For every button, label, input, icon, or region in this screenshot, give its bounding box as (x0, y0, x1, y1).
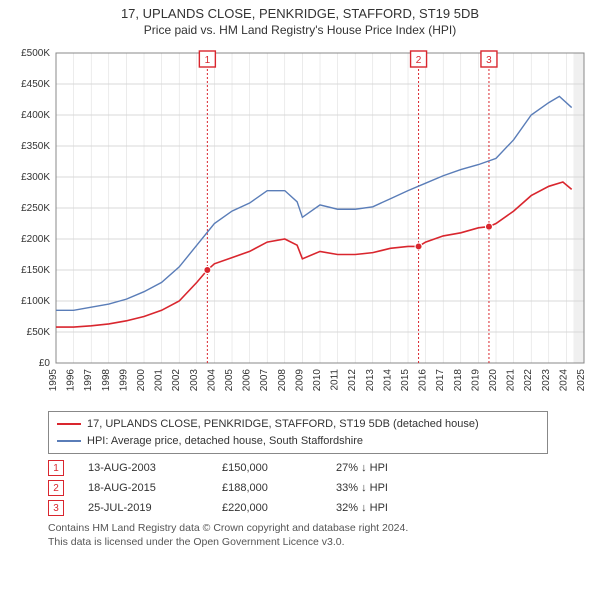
svg-text:1997: 1997 (83, 369, 94, 392)
annotation-date: 13-AUG-2003 (88, 462, 198, 474)
footnote: Contains HM Land Registry data © Crown c… (48, 522, 592, 549)
legend-label: 17, UPLANDS CLOSE, PENKRIDGE, STAFFORD, … (87, 416, 479, 433)
svg-text:2004: 2004 (206, 369, 217, 392)
svg-text:2006: 2006 (242, 369, 253, 392)
annotation-badge: 3 (48, 500, 64, 516)
svg-text:2024: 2024 (558, 369, 569, 392)
price-chart: £0 £50K £100K £150K £200K £250K £300K £350K £400… (8, 43, 592, 403)
svg-text:2008: 2008 (277, 369, 288, 392)
svg-text:£300K: £300K (21, 172, 50, 183)
annotation-price: £220,000 (222, 502, 312, 514)
svg-text:2003: 2003 (189, 369, 200, 392)
svg-text:£500K: £500K (21, 48, 50, 59)
svg-text:2017: 2017 (435, 369, 446, 392)
annotation-delta: 32% ↓ HPI (336, 502, 388, 514)
svg-text:£200K: £200K (21, 234, 50, 245)
annotation-row: 1 13-AUG-2003 £150,000 27% ↓ HPI (48, 460, 592, 476)
annotation-delta: 27% ↓ HPI (336, 462, 388, 474)
svg-text:2000: 2000 (136, 369, 147, 392)
svg-text:2002: 2002 (171, 369, 182, 392)
svg-text:2014: 2014 (382, 369, 393, 392)
svg-text:2018: 2018 (453, 369, 464, 392)
footnote-line: This data is licensed under the Open Gov… (48, 536, 592, 550)
legend-row: 17, UPLANDS CLOSE, PENKRIDGE, STAFFORD, … (57, 416, 539, 433)
svg-text:£100K: £100K (21, 296, 50, 307)
svg-text:2020: 2020 (488, 369, 499, 392)
svg-text:1995: 1995 (48, 369, 59, 392)
svg-text:1998: 1998 (101, 369, 112, 392)
svg-text:2005: 2005 (224, 369, 235, 392)
svg-text:2011: 2011 (330, 369, 341, 391)
annotation-price: £188,000 (222, 482, 312, 494)
svg-text:2025: 2025 (576, 369, 587, 392)
svg-text:£0: £0 (39, 358, 51, 369)
svg-text:1996: 1996 (66, 369, 77, 392)
svg-text:£400K: £400K (21, 110, 50, 121)
chart-title: 17, UPLANDS CLOSE, PENKRIDGE, STAFFORD, … (8, 6, 592, 21)
svg-text:2009: 2009 (294, 369, 305, 392)
svg-text:2019: 2019 (470, 369, 481, 392)
chart-subtitle: Price paid vs. HM Land Registry's House … (8, 23, 592, 37)
svg-text:2001: 2001 (154, 369, 165, 392)
annotation-badge: 1 (48, 460, 64, 476)
svg-text:2007: 2007 (259, 369, 270, 392)
legend-row: HPI: Average price, detached house, Sout… (57, 433, 539, 450)
svg-text:£350K: £350K (21, 141, 50, 152)
legend-swatch (57, 440, 81, 442)
annotation-date: 25-JUL-2019 (88, 502, 198, 514)
svg-text:£450K: £450K (21, 79, 50, 90)
annotation-delta: 33% ↓ HPI (336, 482, 388, 494)
svg-text:2015: 2015 (400, 369, 411, 392)
svg-text:3: 3 (486, 55, 492, 66)
footnote-line: Contains HM Land Registry data © Crown c… (48, 522, 592, 536)
legend-label: HPI: Average price, detached house, Sout… (87, 433, 363, 450)
svg-text:2013: 2013 (365, 369, 376, 392)
legend: 17, UPLANDS CLOSE, PENKRIDGE, STAFFORD, … (48, 411, 548, 454)
svg-text:£150K: £150K (21, 265, 50, 276)
annotation-row: 3 25-JUL-2019 £220,000 32% ↓ HPI (48, 500, 592, 516)
annotation-row: 2 18-AUG-2015 £188,000 33% ↓ HPI (48, 480, 592, 496)
svg-text:1: 1 (205, 55, 211, 66)
annotation-price: £150,000 (222, 462, 312, 474)
svg-text:2010: 2010 (312, 369, 323, 392)
svg-text:£250K: £250K (21, 203, 50, 214)
legend-swatch (57, 423, 81, 425)
annotation-table: 1 13-AUG-2003 £150,000 27% ↓ HPI 2 18-AUG-201… (48, 460, 592, 516)
svg-text:2012: 2012 (347, 369, 358, 392)
svg-text:2022: 2022 (523, 369, 534, 392)
svg-text:2: 2 (416, 55, 422, 66)
svg-text:2021: 2021 (506, 369, 517, 392)
svg-text:2016: 2016 (418, 369, 429, 392)
svg-text:£50K: £50K (27, 327, 51, 338)
svg-text:1999: 1999 (118, 369, 129, 392)
annotation-date: 18-AUG-2015 (88, 482, 198, 494)
svg-text:2023: 2023 (541, 369, 552, 392)
annotation-badge: 2 (48, 480, 64, 496)
